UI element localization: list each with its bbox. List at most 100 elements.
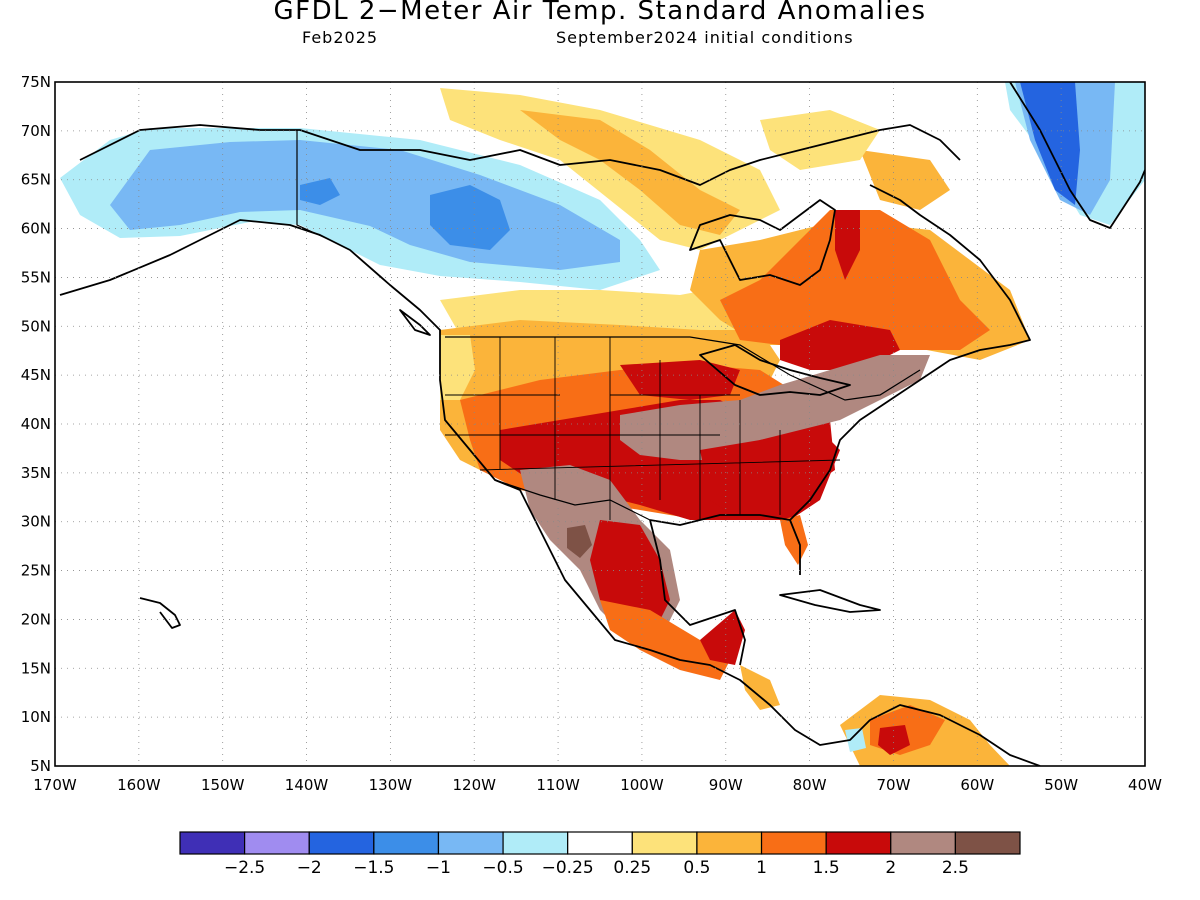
anomaly-region-central-america (740, 665, 780, 710)
colorbar-label: −2.5 (224, 858, 265, 878)
coastline-east (789, 184, 1031, 521)
anomaly-region-ontario-hot (780, 320, 900, 370)
coastline-vancouver-island (399, 309, 431, 336)
longitude-label: 160W (117, 776, 161, 794)
anomaly-region-baffin-warm (760, 110, 880, 170)
anomaly-region-midwest-hot (620, 360, 740, 400)
latitude-label: 5N (30, 757, 51, 775)
anomaly-region-arctic-warm-b (520, 110, 740, 235)
latitude-label: 35N (21, 464, 51, 482)
colorbar-label: −0.5 (482, 858, 523, 878)
map-frame (54, 81, 1146, 767)
anomaly-region-florida-warm (780, 515, 808, 565)
border-us-states (445, 337, 841, 520)
anomaly-region-hudson-hot (835, 210, 860, 280)
colorbar-swatch (825, 831, 892, 855)
latitude-label: 10N (21, 708, 51, 726)
colorbar-label: 1 (756, 858, 767, 878)
colorbar-swatch (244, 831, 310, 855)
anomaly-region-colombia-hot (878, 725, 910, 755)
longitude-label: 40W (1128, 776, 1162, 794)
latitude-label: 30N (21, 513, 51, 531)
latitude-label: 25N (21, 562, 51, 580)
colorbar-swatch (567, 831, 633, 855)
coastline-greenland (1009, 82, 1145, 229)
latitude-labels: 75N 70N 65N 60N 55N 50N 45N 40N 35N 30N 25N 20N 15N 1… (21, 73, 51, 775)
longitude-label: 70W (877, 776, 911, 794)
coastline-hawaii (139, 597, 181, 629)
longitude-label: 120W (452, 776, 496, 794)
colorbar-label: −2 (297, 858, 322, 878)
anomaly-field (60, 82, 1145, 766)
latitude-label: 50N (21, 317, 51, 335)
colorbar-label: −0.25 (542, 858, 594, 878)
colorbar-swatch (437, 831, 504, 855)
longitude-label: 130W (369, 776, 413, 794)
latitude-label: 60N (21, 220, 51, 238)
colorbar-label: 0.25 (613, 858, 651, 878)
map-title: GFDL 2−Meter Air Temp. Standard Anomalie… (273, 0, 927, 26)
colorbar-label: 2.5 (942, 858, 969, 878)
colorbar-swatch (179, 831, 246, 855)
longitude-label: 80W (793, 776, 827, 794)
anomaly-region-eastern-canada-warm (720, 210, 990, 350)
colorbar-label: −1.5 (353, 858, 394, 878)
latitude-label: 70N (21, 122, 51, 140)
longitude-label: 100W (620, 776, 664, 794)
coastline-hudson-bay (689, 199, 836, 286)
anomaly-region-mexico-south (600, 600, 730, 680)
colorbar-label: −1 (426, 858, 451, 878)
anomaly-region-pacific-nw-warm-light (440, 335, 475, 400)
anomaly-region-sierra-madre-extreme (567, 525, 592, 558)
initial-conditions: September2024 initial conditions (556, 28, 854, 47)
coastline-great-lakes (699, 344, 851, 396)
coastline-arctic (79, 124, 961, 186)
forecast-month: Feb2025 (302, 28, 379, 47)
longitude-label: 90W (709, 776, 743, 794)
latitude-label: 15N (21, 659, 51, 677)
political-borders (296, 130, 921, 521)
anomaly-region-greenland-core2 (1020, 82, 1080, 205)
latitude-label: 20N (21, 610, 51, 628)
anomaly-region-southeast-hot (700, 430, 840, 520)
colorbar-swatch (631, 831, 698, 855)
anomaly-region-yucatan (700, 610, 745, 665)
graticule (55, 82, 1145, 766)
longitude-label: 140W (285, 776, 329, 794)
coastline-gulf (649, 514, 801, 666)
anomaly-region-ohio-valley-extreme (620, 355, 930, 460)
longitude-label: 150W (201, 776, 245, 794)
colorbar-label: 0.5 (683, 858, 710, 878)
colorbar-swatch (502, 831, 569, 855)
border-alaska (296, 130, 331, 241)
anomaly-region-arctic-warm-c (860, 150, 950, 210)
latitude-label: 45N (21, 366, 51, 384)
colorbar-label: 2 (885, 858, 896, 878)
longitude-label: 50W (1044, 776, 1078, 794)
longitude-label: 170W (33, 776, 77, 794)
coastlines (59, 82, 1145, 766)
anomaly-region-colombia-cool (845, 728, 866, 752)
longitude-label: 60W (960, 776, 994, 794)
colorbar-swatch (308, 831, 375, 855)
longitude-labels: 170W 160W 150W 140W 130W 120W 110W 100W 90W 80W 70… (33, 776, 1162, 794)
colorbar-label: 1.5 (813, 858, 840, 878)
colorbar: −2.5 −2 −1.5 −1 −0.5 −0.25 0.25 0.5 1 1.5 2 2.5 (179, 831, 1021, 878)
anomaly-region-yukon-core (430, 185, 510, 250)
latitude-label: 40N (21, 415, 51, 433)
latitude-label: 55N (21, 268, 51, 286)
coastline-cuba (779, 589, 881, 613)
colorbar-swatch (890, 831, 956, 855)
border-us-canada (445, 336, 921, 401)
anomaly-region-yukon-core-b (300, 178, 340, 205)
colorbar-swatch (760, 831, 827, 855)
latitude-label: 75N (21, 73, 51, 91)
border-us-mexico (494, 479, 651, 521)
colorbar-swatch (373, 831, 440, 855)
coastline-north-america (59, 219, 1041, 766)
longitude-label: 110W (536, 776, 580, 794)
colorbar-swatch (696, 831, 763, 855)
latitude-label: 65N (21, 171, 51, 189)
colorbar-swatch (954, 831, 1021, 855)
